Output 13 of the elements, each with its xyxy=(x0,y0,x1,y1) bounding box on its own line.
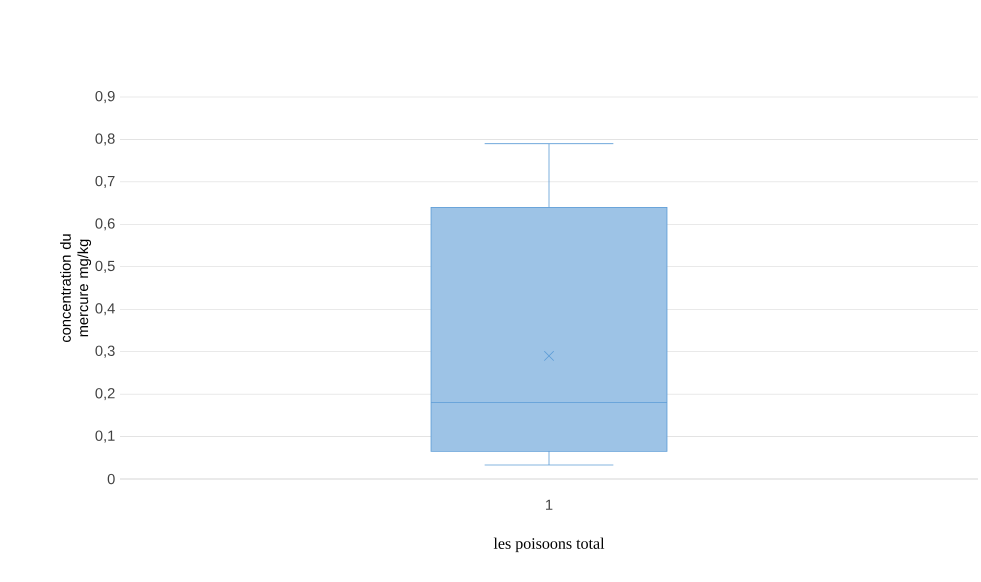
y-tick-label: 0,4 xyxy=(95,303,115,316)
x-tick-label: 1 xyxy=(546,500,552,510)
y-tick-label: 0,7 xyxy=(95,176,115,188)
y-tick-label: 0,8 xyxy=(95,133,115,146)
x-axis-title: les poisoons total xyxy=(494,538,604,552)
y-tick-label: 0,2 xyxy=(95,388,115,400)
y-axis-title: concentration du mercure mg/kg xyxy=(60,234,92,342)
y-tick-label: 0,9 xyxy=(95,90,115,104)
y-tick-label: 0,5 xyxy=(95,260,115,273)
y-tick-label: 0,3 xyxy=(95,346,115,358)
y-tick-label: 0 xyxy=(108,474,115,484)
y-tick-label: 0,1 xyxy=(95,430,115,443)
y-tick-label: 0,6 xyxy=(95,218,115,230)
